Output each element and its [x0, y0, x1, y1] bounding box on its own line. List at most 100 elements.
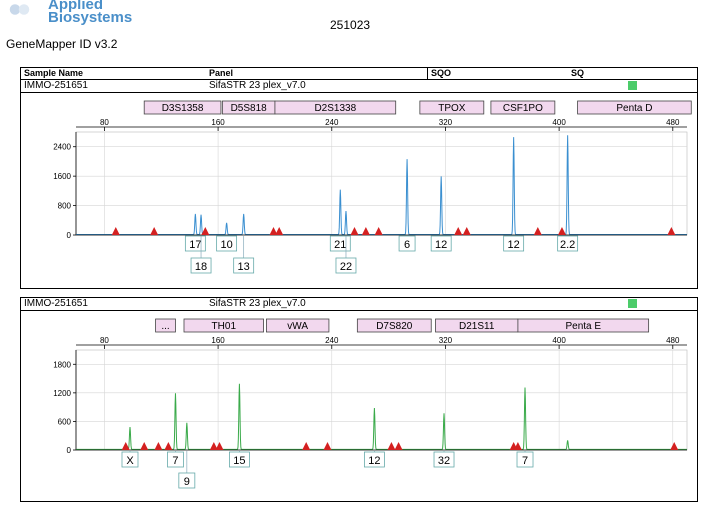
- marker-label: D5S818: [231, 103, 268, 114]
- allele-call: 10: [220, 239, 232, 251]
- allele-call: X: [126, 455, 134, 467]
- allele-call: 6: [404, 239, 410, 251]
- artifact-marker: [111, 227, 120, 235]
- x-tick-label: 480: [666, 118, 680, 127]
- allele-call: 15: [233, 455, 245, 467]
- panel-name: SifaSTR 23 plex_v7.0: [209, 298, 306, 309]
- artifact-marker: [387, 442, 396, 450]
- marker-label: D21S11: [459, 321, 495, 332]
- artifact-marker: [269, 227, 278, 235]
- col-sq: SQ: [571, 68, 585, 78]
- y-tick-label: 2400: [53, 143, 71, 152]
- marker-bin-4: [490, 100, 556, 115]
- allele-call: 21: [334, 239, 346, 251]
- col-sqo: SQO: [431, 68, 452, 78]
- artifact-marker: [513, 442, 522, 450]
- marker-label: TH01: [212, 321, 237, 332]
- x-tick-label: 80: [100, 118, 109, 127]
- marker-label: Penta D: [616, 103, 652, 114]
- plot-frame: [75, 131, 688, 236]
- allele-call-box: [178, 472, 196, 489]
- y-tick-label: 600: [58, 417, 72, 426]
- marker-label: CSF1PO: [503, 103, 543, 114]
- marker-bin-0: [143, 100, 222, 115]
- allele-call-box: [503, 235, 525, 252]
- electropherogram-panel-blue: IMMO-251651 SifaSTR 23 plex_v7.0 D3S1358…: [20, 79, 698, 289]
- allele-call-box: [216, 235, 238, 252]
- applied-biosystems-logo-icon: [9, 4, 30, 15]
- y-tick-label: 0: [67, 446, 72, 455]
- artifact-marker: [350, 227, 359, 235]
- app-version: GeneMapper ID v3.2: [6, 37, 118, 51]
- allele-call: 22: [340, 261, 352, 273]
- run-id: 251023: [330, 18, 371, 32]
- x-tick-label: 320: [439, 336, 453, 345]
- marker-label: vWA: [287, 321, 308, 332]
- sample-name: IMMO-251651: [24, 298, 88, 309]
- allele-call: 9: [184, 476, 190, 488]
- allele-call-box: [430, 235, 452, 252]
- sq-indicator: [628, 299, 637, 308]
- allele-call: 12: [368, 455, 380, 467]
- allele-call: 32: [438, 455, 450, 467]
- brand-name: Applied Biosystems: [48, 0, 133, 26]
- artifact-marker: [215, 442, 224, 450]
- artifact-marker: [462, 227, 471, 235]
- artifact-marker: [323, 442, 332, 450]
- marker-label: D2S1338: [314, 103, 356, 114]
- col-sample-name: Sample Name: [24, 68, 84, 78]
- allele-call-box: [190, 257, 212, 274]
- marker-label: ...: [161, 321, 169, 332]
- artifact-marker: [150, 227, 159, 235]
- panel-info-row: IMMO-251651 SifaSTR 23 plex_v7.0: [21, 80, 697, 93]
- artifact-marker: [533, 227, 542, 235]
- allele-call: 17: [189, 239, 201, 251]
- allele-call: 13: [238, 261, 250, 273]
- blue-dye-plot: D3S1358 D5S818 D2S1338 TPOX CSF1PO Penta D 80 1…: [53, 100, 692, 274]
- marker-label: Penta E: [565, 321, 601, 332]
- x-tick-label: 400: [552, 118, 566, 127]
- x-tick-label: 80: [100, 336, 109, 345]
- x-tick-label: 240: [325, 336, 339, 345]
- allele-call: 12: [435, 239, 447, 251]
- y-tick-label: 0: [67, 231, 72, 240]
- x-tick-label: 160: [211, 118, 225, 127]
- green-dye-plot: ... TH01 vWA D7S820 D21S11 Penta E80 160 240 320…: [53, 318, 688, 489]
- marker-bin-5: [517, 318, 650, 333]
- brand-line-2: Biosystems: [48, 9, 133, 26]
- artifact-marker: [394, 442, 403, 450]
- y-tick-label: 1200: [53, 389, 71, 398]
- brand-line-1: Applied: [48, 0, 103, 13]
- marker-bin-2: [274, 100, 397, 115]
- y-tick-label: 800: [58, 202, 72, 211]
- panel-name: SifaSTR 23 plex_v7.0: [209, 80, 306, 91]
- artifact-marker: [201, 227, 210, 235]
- col-panel: Panel: [209, 68, 234, 78]
- allele-call-box: [184, 235, 206, 252]
- marker-bin-5: [577, 100, 692, 115]
- allele-call-box: [516, 451, 534, 468]
- allele-call: 2.2: [560, 239, 575, 251]
- y-tick-label: 1800: [53, 360, 71, 369]
- panel-info-row: IMMO-251651 SifaSTR 23 plex_v7.0: [21, 298, 697, 311]
- allele-call-box: [329, 235, 351, 252]
- marker-label: D3S1358: [162, 103, 204, 114]
- allele-call-box: [557, 235, 579, 252]
- artifact-marker: [275, 227, 284, 235]
- marker-bin-0: [155, 318, 176, 333]
- artifact-marker: [121, 442, 130, 450]
- marker-bin-1: [183, 318, 264, 333]
- artifact-marker: [154, 442, 163, 450]
- plot-frame: [75, 349, 688, 451]
- x-tick-label: 160: [211, 336, 225, 345]
- allele-call: 7: [172, 455, 178, 467]
- allele-call-box: [229, 451, 250, 468]
- signal-trace: [76, 135, 687, 236]
- x-tick-label: 320: [439, 118, 453, 127]
- artifact-marker: [454, 227, 463, 235]
- signal-trace: [76, 383, 687, 450]
- marker-label: D7S820: [376, 321, 413, 332]
- allele-call: 18: [195, 261, 207, 273]
- artifact-marker: [164, 442, 173, 450]
- x-tick-label: 240: [325, 118, 339, 127]
